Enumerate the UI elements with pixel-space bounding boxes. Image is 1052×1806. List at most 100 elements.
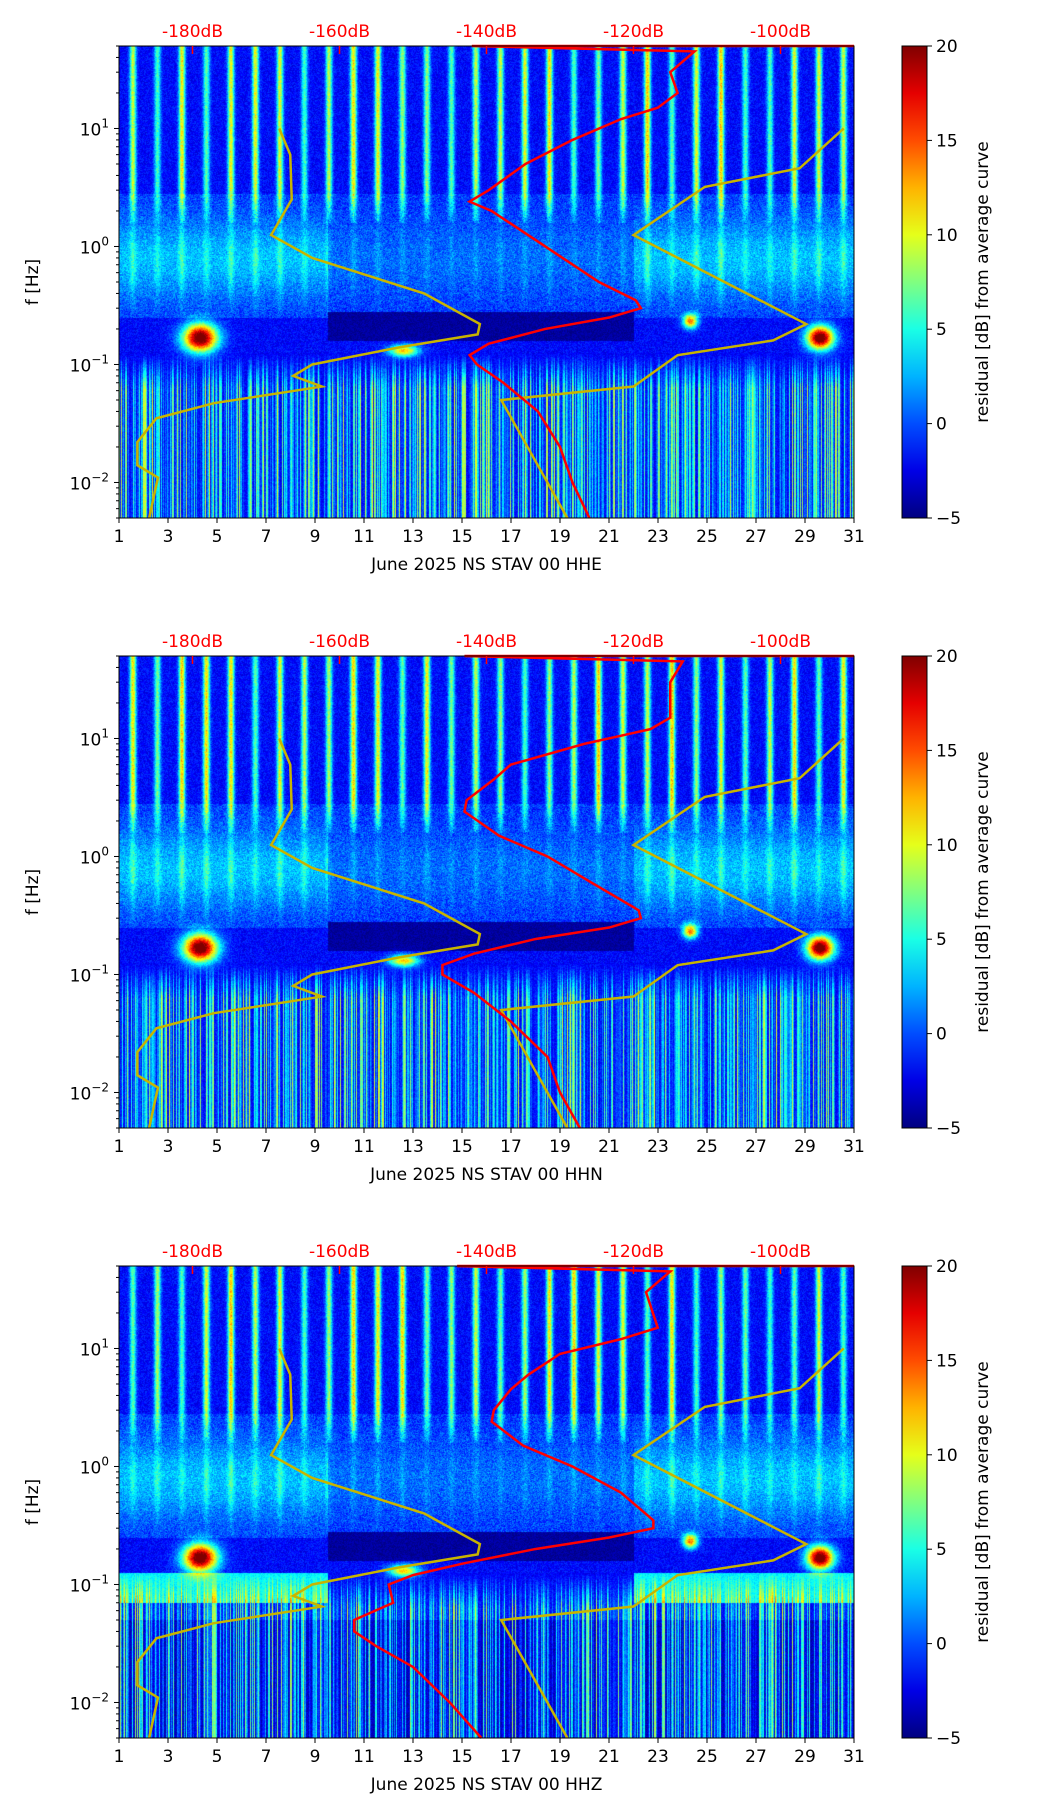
top-axis-db-label: -140dB — [456, 1242, 517, 1262]
y-tick-label: 10−1 — [70, 1572, 109, 1596]
top-axis-db-label: -100dB — [750, 22, 811, 42]
x-tick-label: 11 — [353, 1747, 375, 1767]
colorbar — [901, 45, 928, 519]
colorbar-tick-label: 10 — [936, 836, 958, 856]
x-tick-label: 27 — [745, 527, 767, 547]
y-tick-base: 10 — [80, 1458, 102, 1478]
y-tick-base: 10 — [80, 848, 102, 868]
top-axis-db-label: -160dB — [309, 632, 370, 652]
x-tick-label: 5 — [212, 1747, 223, 1767]
x-tick-label: 1 — [114, 1137, 125, 1157]
x-tick-label: 9 — [310, 1137, 321, 1157]
colorbar-label: residual [dB] from average curve — [973, 1361, 993, 1642]
high-noise-model-curve — [499, 737, 845, 1129]
x-tick-label: 27 — [745, 1137, 767, 1157]
x-tick-label: 29 — [794, 1137, 816, 1157]
top-axis-db-label: -160dB — [309, 22, 370, 42]
y-tick-exponent: −2 — [91, 470, 109, 484]
x-tick-label: 21 — [598, 1137, 620, 1157]
x-tick-label: 3 — [163, 1747, 174, 1767]
y-tick-base: 10 — [70, 474, 92, 494]
top-axis-db-label: -140dB — [456, 632, 517, 652]
y-tick-exponent: −1 — [91, 962, 109, 976]
y-tick-label: 10−2 — [70, 1080, 109, 1104]
x-tick-label: 23 — [647, 1747, 669, 1767]
x-tick-label: 9 — [310, 527, 321, 547]
top-axis-db-label: -160dB — [309, 1242, 370, 1262]
colorbar-tick-label: 5 — [936, 320, 947, 340]
x-tick-label: 27 — [745, 1747, 767, 1767]
x-tick-label: 31 — [843, 527, 865, 547]
x-tick-label: 15 — [451, 1137, 473, 1157]
y-tick-base: 10 — [70, 356, 92, 376]
top-axis-db-label: -120dB — [603, 22, 664, 42]
y-tick-label: 10−1 — [70, 962, 109, 986]
top-axis-db-label: -120dB — [603, 1242, 664, 1262]
top-axis-db-label: -120dB — [603, 632, 664, 652]
x-tick-label: 13 — [402, 1747, 424, 1767]
colorbar-tick-label: 5 — [936, 930, 947, 950]
x-tick-label: 25 — [696, 527, 718, 547]
y-tick-label: 100 — [80, 1454, 109, 1478]
low-noise-model-curve — [136, 1347, 482, 1739]
y-tick-exponent: 1 — [101, 116, 109, 130]
x-tick-label: 23 — [647, 1137, 669, 1157]
x-tick-label: 31 — [843, 1137, 865, 1157]
y-tick-exponent: 1 — [101, 726, 109, 740]
colorbar-tick-label: 0 — [936, 1635, 947, 1655]
x-tick-label: 1 — [114, 1747, 125, 1767]
x-tick-label: 25 — [696, 1747, 718, 1767]
y-tick-label: 101 — [80, 1336, 109, 1360]
x-tick-label: 7 — [261, 1137, 272, 1157]
colorbar-tick-label: 20 — [936, 1257, 958, 1277]
x-tick-label: 23 — [647, 527, 669, 547]
top-axis-db-label: -100dB — [750, 632, 811, 652]
y-axis-label: f [Hz] — [23, 259, 43, 305]
y-tick-label: 101 — [80, 116, 109, 140]
colorbar-tick-label: 10 — [936, 1446, 958, 1466]
x-tick-label: 15 — [451, 527, 473, 547]
x-tick-label: 13 — [402, 527, 424, 547]
y-tick-label: 10−2 — [70, 470, 109, 494]
x-tick-label: 11 — [353, 1137, 375, 1157]
colorbar-tick-label: −5 — [936, 1729, 961, 1749]
x-tick-label: 5 — [212, 1137, 223, 1157]
low-noise-model-curve — [136, 127, 482, 519]
y-axis-label: f [Hz] — [23, 1479, 43, 1525]
low-noise-model-curve — [136, 737, 482, 1129]
y-tick-base: 10 — [80, 1340, 102, 1360]
y-tick-base: 10 — [70, 966, 92, 986]
x-tick-label: 15 — [451, 1747, 473, 1767]
x-tick-label: 3 — [163, 1137, 174, 1157]
y-tick-label: 101 — [80, 726, 109, 750]
spectrogram-heatmap — [119, 656, 854, 1128]
x-tick-label: 19 — [549, 527, 571, 547]
x-tick-label: 3 — [163, 527, 174, 547]
y-tick-label: 10−1 — [70, 352, 109, 376]
top-axis-db-label: -180dB — [162, 632, 223, 652]
x-tick-label: 11 — [353, 527, 375, 547]
x-tick-label: 25 — [696, 1137, 718, 1157]
x-tick-label: 9 — [310, 1747, 321, 1767]
x-tick-label: 21 — [598, 527, 620, 547]
y-tick-exponent: 0 — [101, 234, 109, 248]
spectrogram-heatmap — [119, 1266, 854, 1738]
x-tick-label: 17 — [500, 527, 522, 547]
colorbar-tick-label: −5 — [936, 1119, 961, 1139]
plot-frame — [118, 45, 855, 519]
colorbar-tick-label: 5 — [936, 1540, 947, 1560]
top-axis-db-label: -180dB — [162, 22, 223, 42]
y-tick-exponent: −1 — [91, 352, 109, 366]
x-tick-label: 29 — [794, 527, 816, 547]
x-axis-label: June 2025 NS STAV 00 HHZ — [370, 1775, 603, 1795]
y-tick-base: 10 — [80, 238, 102, 258]
colorbar-tick-label: 15 — [936, 741, 958, 761]
colorbar-label: residual [dB] from average curve — [973, 141, 993, 422]
colorbar-tick-label: −5 — [936, 509, 961, 529]
x-tick-label: 19 — [549, 1137, 571, 1157]
x-tick-label: 7 — [261, 527, 272, 547]
y-tick-label: 100 — [80, 844, 109, 868]
